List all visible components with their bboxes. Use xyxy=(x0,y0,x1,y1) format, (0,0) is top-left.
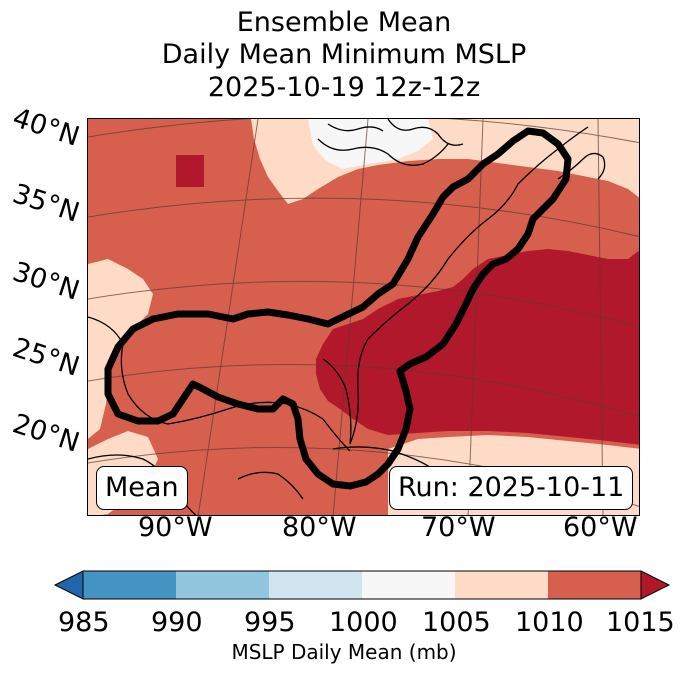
colorbar-label: MSLP Daily Mean (mb) xyxy=(231,640,457,664)
field-over-1015-east xyxy=(316,249,639,445)
map-panel xyxy=(87,118,640,516)
lat-label-40: 40°N xyxy=(8,102,84,153)
atlantic-coast xyxy=(349,126,589,445)
colorbar-bin-1000-1005 xyxy=(362,571,455,599)
lake-ontario xyxy=(387,119,464,146)
mslp-map xyxy=(88,119,639,515)
run-date-box: Run: 2025-10-11 xyxy=(389,466,634,510)
grid-lon-60 xyxy=(597,119,604,515)
gulf-coast xyxy=(88,316,351,452)
lon-label-60: 60°W xyxy=(563,512,638,543)
colorbar-bin-995-1000 xyxy=(269,571,362,599)
colorbar-tick-995: 995 xyxy=(244,607,296,638)
colorbar-bin-985-990 xyxy=(83,571,176,599)
lon-label-70: 70°W xyxy=(421,512,496,543)
lat-label-35: 35°N xyxy=(8,178,84,229)
colorbar xyxy=(53,570,671,600)
grid-lat-40 xyxy=(88,119,639,144)
colorbar-tick-1010: 1010 xyxy=(515,607,584,638)
lon-label-90: 90°W xyxy=(138,512,213,543)
great-lakes-north xyxy=(327,123,384,132)
title-line-2: Daily Mean Minimum MSLP xyxy=(161,39,527,70)
florida-west xyxy=(322,358,352,445)
colorbar-tick-1015: 1015 xyxy=(606,607,675,638)
colorbar-bin-1010-1015 xyxy=(548,571,641,599)
lat-label-20: 20°N xyxy=(8,408,84,459)
colorbar-tick-1000: 1000 xyxy=(329,607,398,638)
colorbar-over-arrow xyxy=(640,570,671,600)
colorbar-tick-1005: 1005 xyxy=(422,607,491,638)
yucatan-coast xyxy=(237,471,304,500)
graticule xyxy=(88,119,639,515)
grid-lat-30 xyxy=(88,280,639,327)
nova-scotia xyxy=(557,152,606,180)
colorbar-bin-990-995 xyxy=(176,571,269,599)
lon-label-80: 80°W xyxy=(282,512,357,543)
grid-lat-35 xyxy=(88,197,639,238)
colorbar-under-arrow xyxy=(53,570,84,600)
field-1005-1010-west xyxy=(88,259,153,439)
field-over-1015-patch xyxy=(176,155,204,187)
grid-lon-80 xyxy=(332,119,369,515)
great-lakes-south xyxy=(317,138,449,166)
ensemble-contour xyxy=(104,127,572,490)
colorbar-bin-1005-1010 xyxy=(455,571,548,599)
colorbar-tick-990: 990 xyxy=(151,607,203,638)
colorbar-tick-985: 985 xyxy=(58,607,110,638)
grid-lat-25 xyxy=(88,364,639,417)
title-line-1: Ensemble Mean xyxy=(236,7,452,38)
mean-box: Mean xyxy=(96,466,188,510)
colorbar-frame xyxy=(82,570,642,600)
field-1000-1005-north xyxy=(308,119,433,169)
lat-label-30: 30°N xyxy=(8,256,84,307)
grid-lon-70 xyxy=(467,119,484,515)
title-line-3: 2025-10-19 12z-12z xyxy=(207,72,481,103)
lat-label-25: 25°N xyxy=(8,332,84,383)
